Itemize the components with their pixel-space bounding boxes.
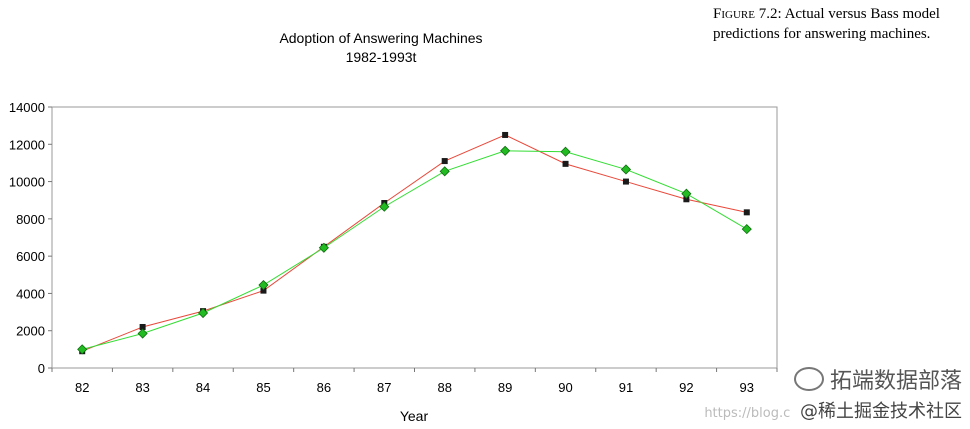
y-tick-label: 0 <box>38 361 45 376</box>
data-point <box>620 164 632 175</box>
figure-caption: Figure 7.2: Actual versus Bass model pre… <box>713 4 968 44</box>
y-tick-label: 14000 <box>9 100 45 115</box>
chart-title: Adoption of Answering Machines <box>279 30 482 46</box>
watermark-site: https://blog.c @稀土掘金技术社区 <box>704 397 962 423</box>
x-axis: 82 83 84 85 86 87 88 89 90 91 92 93 <box>51 368 778 395</box>
data-point <box>379 201 390 212</box>
x-tick-label: 82 <box>75 380 89 395</box>
data-point <box>258 279 269 291</box>
y-tick-label: 8000 <box>16 212 45 227</box>
data-point <box>681 188 692 199</box>
data-point <box>137 328 148 339</box>
data-point <box>560 146 571 157</box>
data-point <box>439 166 450 177</box>
data-point <box>562 160 569 167</box>
figure-caption-text: Actual versus Bass model predictions for… <box>713 6 940 42</box>
x-tick-label: 88 <box>437 380 451 395</box>
data-point <box>622 178 629 185</box>
data-point <box>500 145 511 156</box>
series-layer <box>77 131 752 355</box>
x-tick-label: 86 <box>317 380 331 395</box>
series-line <box>82 134 747 352</box>
x-tick-label: 89 <box>498 380 512 395</box>
y-tick-label: 6000 <box>16 249 45 264</box>
data-point <box>260 287 267 294</box>
data-point <box>743 209 750 216</box>
watermark-site-text: @稀土掘金技术社区 <box>800 401 962 422</box>
plot-area <box>51 106 778 369</box>
data-point <box>197 307 209 319</box>
figure-label: Figure 7.2: <box>713 6 782 22</box>
watermark-url: https://blog.c <box>704 406 791 421</box>
y-axis: 0 2000 4000 6000 8000 10000 12000 14000 <box>9 100 52 376</box>
wechat-icon <box>793 367 824 391</box>
x-tick-label: 87 <box>377 380 391 395</box>
x-tick-label: 91 <box>619 380 633 395</box>
series-2 <box>77 145 752 355</box>
data-point <box>318 242 329 253</box>
data-point <box>502 131 509 138</box>
y-tick-label: 12000 <box>9 137 45 152</box>
data-point <box>77 344 88 355</box>
x-tick-label: 90 <box>558 380 572 395</box>
x-tick-label: 93 <box>740 380 754 395</box>
watermark-brand-text: 拓端数据部落 <box>829 369 962 394</box>
data-point <box>741 224 752 235</box>
x-tick-label: 84 <box>196 380 210 395</box>
data-point <box>441 158 448 165</box>
x-axis-label: Year <box>400 408 429 424</box>
chart-subtitle: 1982-1993t <box>346 49 417 65</box>
y-tick-label: 10000 <box>9 175 45 190</box>
x-tick-label: 83 <box>135 380 149 395</box>
y-tick-label: 2000 <box>16 324 45 339</box>
x-tick-label: 85 <box>256 380 270 395</box>
watermark-brand: 拓端数据部落 <box>793 363 962 395</box>
series-line <box>82 150 748 350</box>
y-tick-label: 4000 <box>16 286 45 301</box>
x-tick-label: 92 <box>679 380 693 395</box>
data-point <box>683 196 690 203</box>
data-point <box>139 323 146 330</box>
